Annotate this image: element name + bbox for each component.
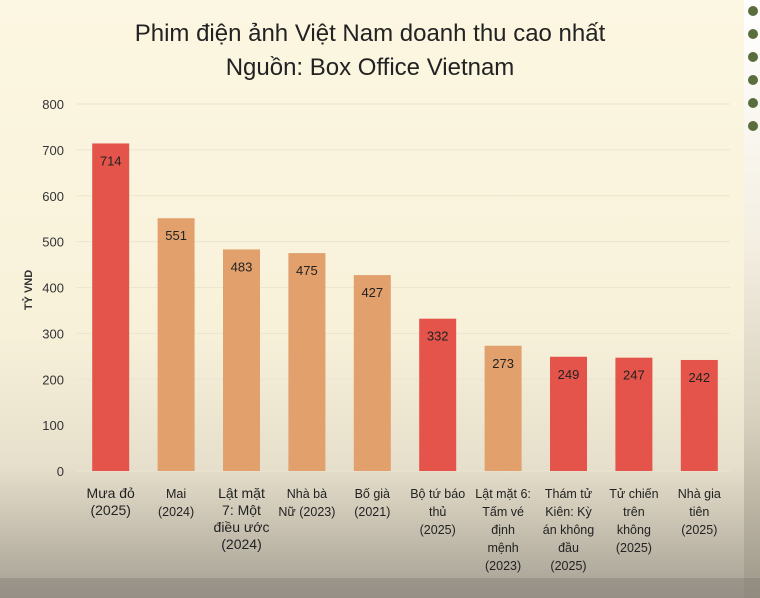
x-tick-label: Mai (2024) (158, 487, 194, 519)
bar (419, 318, 457, 471)
y-tick-label: 200 (42, 372, 64, 387)
bullet-dot-icon (748, 29, 758, 39)
x-tick-label: Bố già (2021) (354, 487, 390, 519)
y-tick-label: 800 (42, 97, 64, 112)
chart-subtitle: Nguồn: Box Office Vietnam (225, 54, 515, 81)
bar (92, 143, 130, 471)
data-label: 483 (231, 259, 253, 274)
data-label: 332 (427, 329, 449, 344)
data-label: 551 (165, 228, 187, 243)
bullet-dot-icon (748, 98, 758, 108)
bar (223, 249, 260, 471)
y-tick-label: 400 (42, 281, 64, 296)
bar (550, 356, 587, 471)
data-label: 247 (623, 368, 645, 383)
data-label: 427 (361, 285, 383, 300)
y-tick-label: 0 (57, 464, 64, 479)
bar (288, 253, 326, 471)
bar (353, 275, 391, 471)
bottom-band (0, 578, 760, 598)
data-label: 242 (688, 370, 710, 385)
data-label: 273 (492, 356, 514, 371)
data-label: 714 (100, 153, 122, 168)
bar (615, 357, 653, 471)
y-tick-label: 100 (42, 418, 64, 433)
y-axis-label: TỶ VND (22, 270, 35, 310)
x-tick-label: Nhà bà Nữ (2023) (278, 487, 335, 519)
y-tick-label: 500 (42, 235, 64, 250)
y-tick-label: 300 (42, 326, 64, 341)
bullet-dot-icon (748, 52, 758, 62)
x-tick-label: Tử chiến trên không (2025) (609, 487, 658, 555)
y-tick-label: 600 (42, 189, 64, 204)
bullet-dot-icon (748, 121, 758, 131)
data-label: 475 (296, 263, 318, 278)
x-tick-label: Mưa đỏ (2025) (87, 485, 135, 518)
x-tick-label: Lật mặt 7: Một điều ước (2024) (214, 485, 270, 552)
bullet-dot-icon (748, 75, 758, 85)
chart-title: Phim điện ảnh Việt Nam doanh thu cao nhấ… (134, 20, 606, 47)
bullet-dot-icon (748, 6, 758, 16)
bar (680, 359, 718, 471)
bar (484, 345, 522, 471)
x-tick-label: Thám tử Kiên: Kỳ án không đầu (2025) (543, 487, 594, 573)
x-tick-label: Lật mặt 6: Tấm vé định mệnh (2023) (475, 487, 531, 573)
data-label: 249 (558, 367, 580, 382)
x-tick-label: Nhà gia tiên (2025) (678, 487, 721, 537)
side-strip (744, 0, 760, 598)
bar (157, 218, 195, 471)
x-tick-label: Bộ tứ báo thủ (2025) (410, 487, 465, 537)
y-tick-label: 700 (42, 143, 64, 158)
